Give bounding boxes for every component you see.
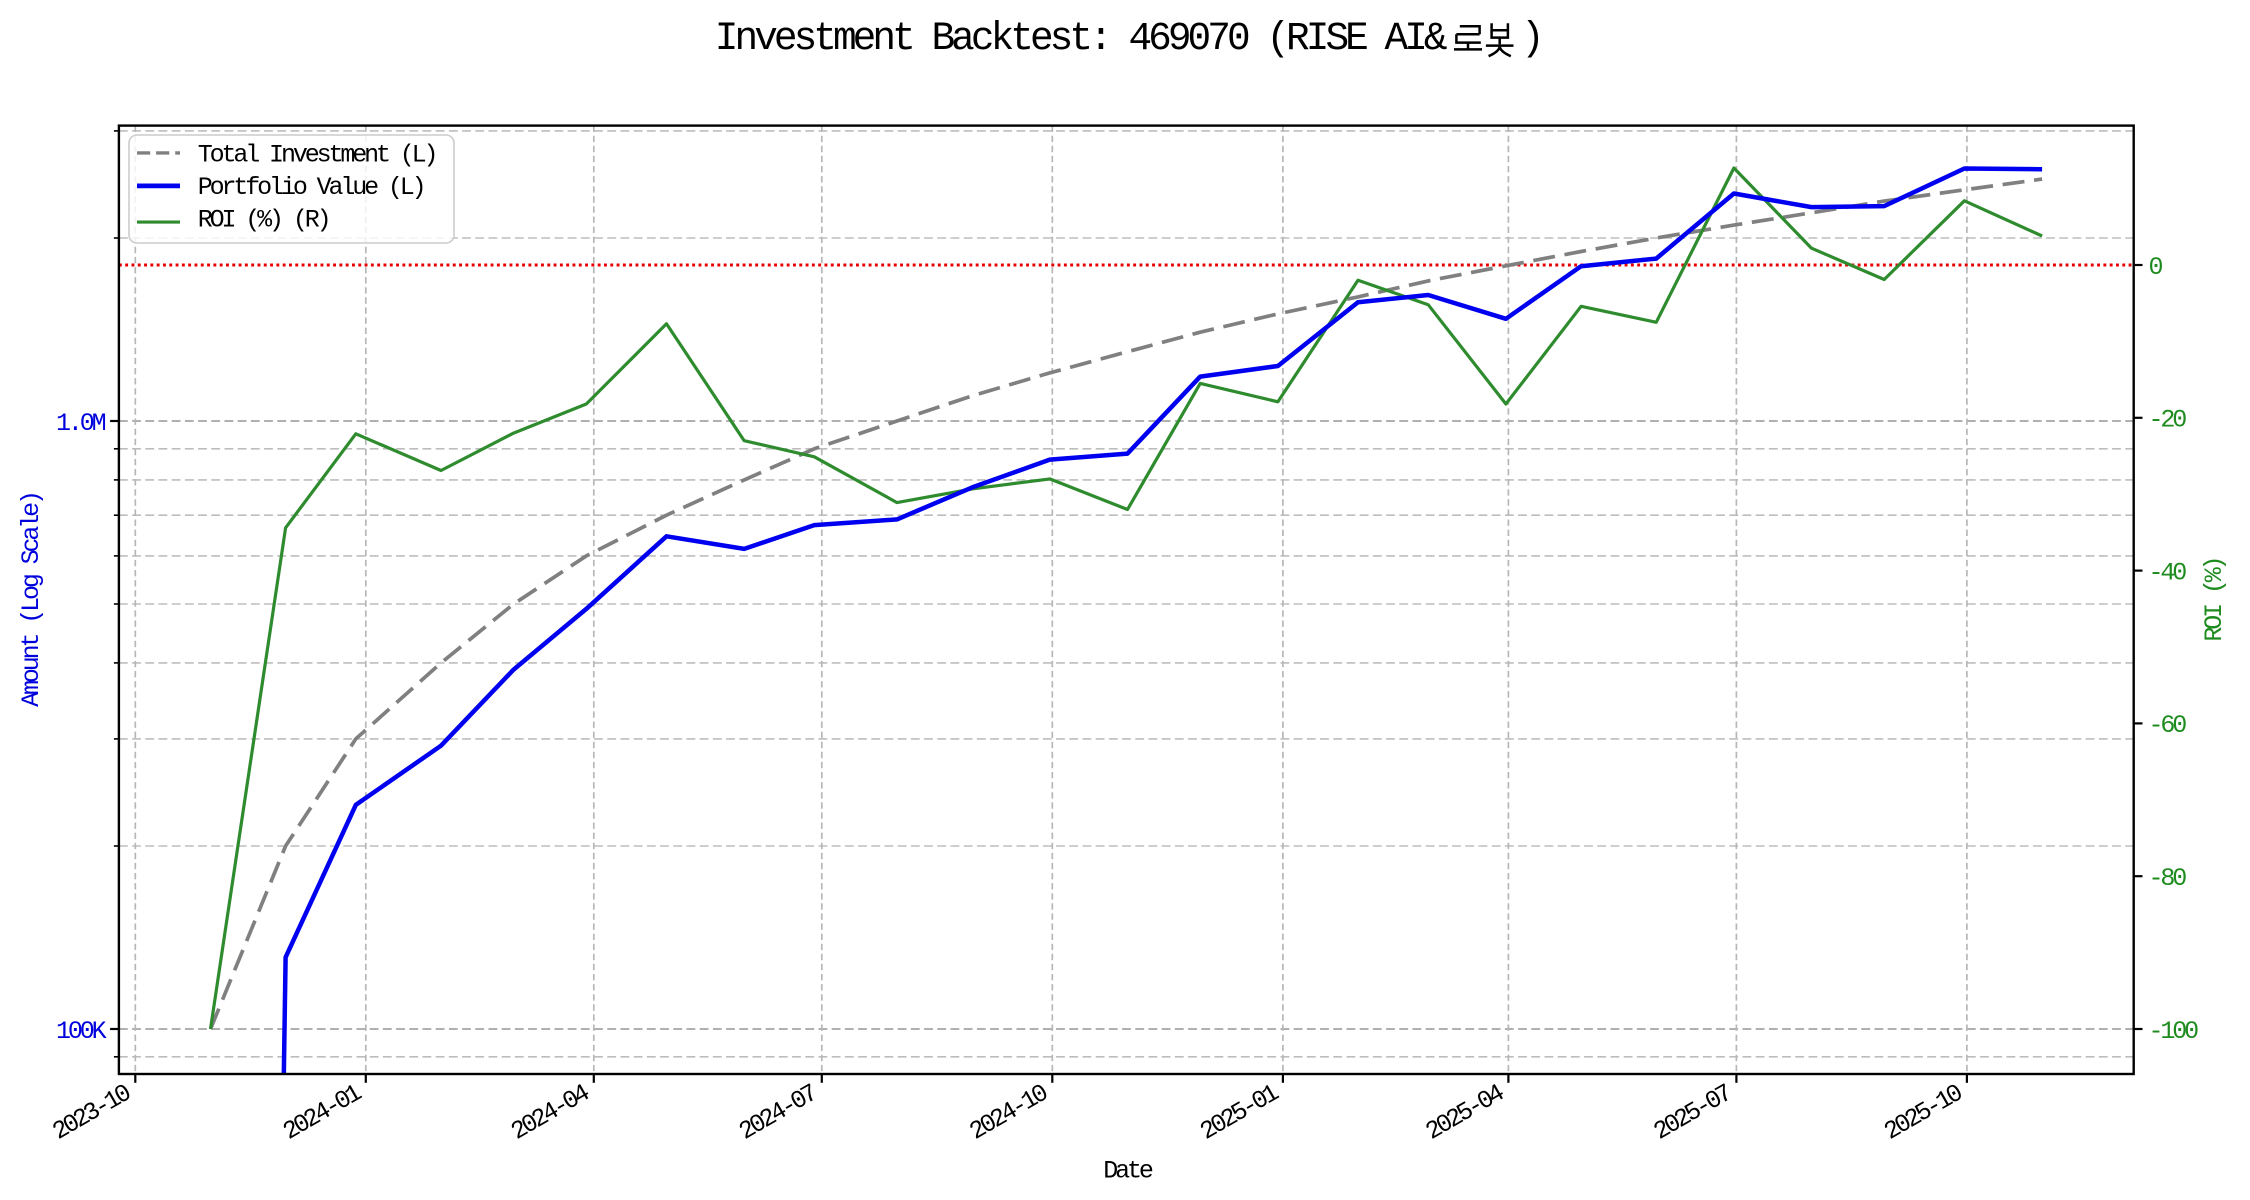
svg-text:-80: -80 bbox=[2149, 864, 2187, 893]
svg-text:-100: -100 bbox=[2149, 1017, 2199, 1046]
svg-text:ROI (%) (R): ROI (%) (R) bbox=[198, 206, 329, 235]
svg-text:-40: -40 bbox=[2149, 558, 2187, 587]
svg-text:Total Investment (L): Total Investment (L) bbox=[198, 140, 436, 169]
svg-text:1.0M: 1.0M bbox=[56, 409, 106, 438]
svg-text:): ) bbox=[1521, 16, 1541, 61]
svg-text:Portfolio Value (L): Portfolio Value (L) bbox=[198, 173, 424, 202]
svg-text:ROI (%): ROI (%) bbox=[2200, 558, 2229, 641]
svg-text:100K: 100K bbox=[56, 1017, 107, 1046]
svg-text:Investment Backtest: 469070 (R: Investment Backtest: 469070 (RISE AI& bbox=[715, 16, 1447, 61]
svg-text:Amount (Log Scale): Amount (Log Scale) bbox=[17, 493, 46, 707]
svg-text:Date: Date bbox=[1103, 1157, 1153, 1186]
svg-text:-20: -20 bbox=[2149, 406, 2187, 435]
svg-text:-60: -60 bbox=[2149, 711, 2187, 740]
